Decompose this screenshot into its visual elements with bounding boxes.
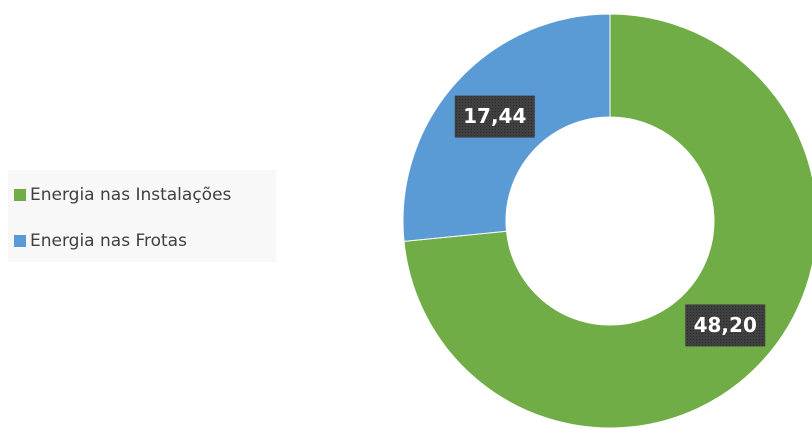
legend-label: Energia nas Frotas bbox=[30, 231, 187, 251]
legend-swatch bbox=[14, 235, 26, 247]
data-label-box bbox=[685, 304, 766, 347]
legend-label: Energia nas Instalações bbox=[30, 185, 232, 205]
data-label-box bbox=[454, 95, 535, 138]
data-label: 48,20 bbox=[694, 313, 757, 337]
legend-swatch bbox=[14, 189, 26, 201]
data-label: 17,44 bbox=[463, 104, 526, 128]
legend-box bbox=[8, 170, 276, 262]
